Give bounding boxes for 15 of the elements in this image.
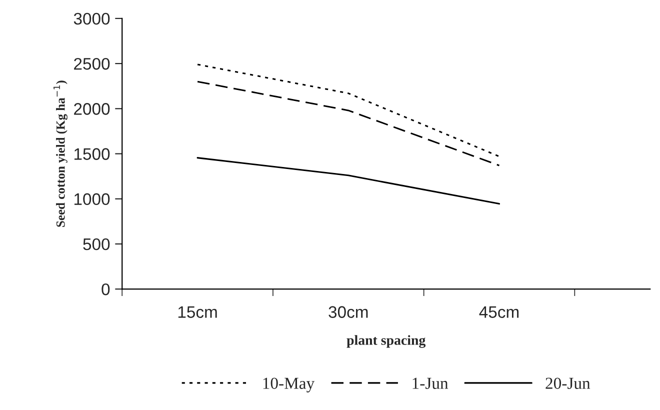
legend-label: 10-May (263, 378, 315, 392)
x-tick-label: 45cm (479, 306, 519, 318)
legend-label: 20-Jun (546, 378, 590, 389)
y-tick-label: 1000 (74, 193, 110, 206)
y-tick-label: 2500 (74, 58, 110, 70)
x-tick-label: 30cm (328, 306, 368, 318)
y-axis-title: Seed cotton yield (Kg ha$^{−1}$) (54, 80, 68, 227)
y-tick-label: 0 (102, 283, 110, 296)
legend-label: 1-Jun (412, 378, 448, 389)
y-tick-label: 500 (83, 238, 110, 250)
y-tick-label: 2000 (74, 103, 110, 115)
x-axis-title: plant spacing (346, 335, 426, 348)
x-tick-label: 15cm (178, 306, 217, 318)
y-tick-label: 3000 (74, 12, 110, 25)
y-tick-label: 1500 (74, 148, 110, 160)
